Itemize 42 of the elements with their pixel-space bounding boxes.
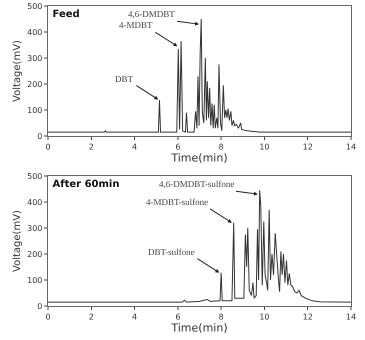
chart-title: After 60min [52,178,120,190]
x-tick-label: 0 [45,312,51,322]
x-tick-label: 12 [302,142,313,152]
annotation: DBT-sulfone [148,247,195,257]
x-tick-label: 10 [259,312,270,322]
x-tick-label: 4 [132,312,138,322]
x-tick-label: 4 [132,142,138,152]
y-tick-label: 100 [27,276,42,285]
chart-title: Feed [52,8,80,20]
y-tick-label: 400 [27,198,42,207]
x-axis-title: Time(min) [170,322,228,335]
y-tick-label: 100 [27,106,42,115]
x-tick-label: 8 [218,312,224,322]
x-tick-label: 12 [302,312,313,322]
y-axis-title: Voltage(mV) [12,40,24,102]
x-tick-label: 2 [88,142,94,152]
line-series [48,18,351,133]
y-tick-label: 200 [27,80,42,89]
line-series [48,190,351,303]
x-tick-label: 14 [346,312,356,322]
annotation: DBT [115,74,134,84]
x-axis-title: Time(min) [170,152,228,165]
x-tick-label: 14 [346,142,356,152]
y-axis-title: Voltage(mV) [12,210,24,272]
y-tick-label: 0 [37,302,42,311]
x-tick-label: 6 [175,142,180,152]
x-tick-label: 2 [88,312,94,322]
annotation: 4,6-DMDBT-sulfone [159,179,234,189]
y-tick-label: 400 [27,28,42,37]
annotation: 4-MDBT [119,20,153,30]
x-tick-label: 10 [259,142,270,152]
annotation: 4-MDBT-sulfone [146,197,208,207]
y-tick-label: 0 [37,132,42,141]
y-tick-label: 200 [27,250,42,259]
y-tick-label: 300 [27,224,42,233]
x-tick-label: 6 [175,312,180,322]
x-tick-label: 8 [218,142,224,152]
y-tick-label: 500 [27,172,42,181]
y-tick-label: 500 [27,2,42,11]
annotation: 4,6-DMDBT [128,9,176,19]
x-tick-label: 0 [45,142,51,152]
y-tick-label: 300 [27,54,42,63]
